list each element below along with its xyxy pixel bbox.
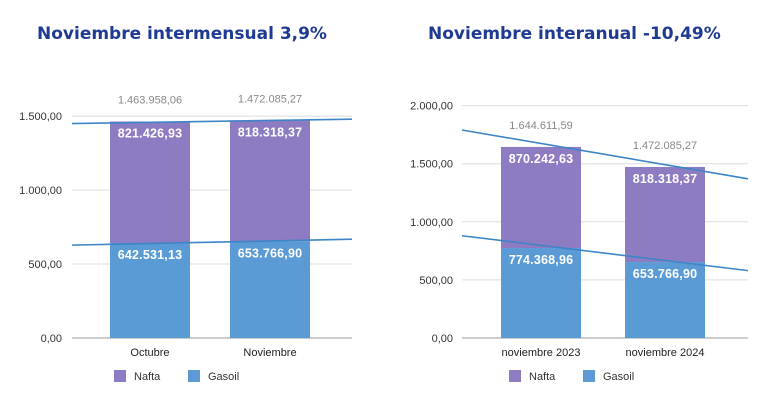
intermensual-y-tick-label: 1.000,00 — [19, 185, 62, 197]
intermensual-y-tick-label: 1.500,00 — [19, 111, 62, 123]
intermensual-y-tick-label: 500,00 — [28, 259, 62, 271]
interanual-y-tick-label: 0,00 — [432, 333, 453, 345]
interanual-legend-label-nafta: Nafta — [529, 371, 556, 383]
chart-title-interanual: Noviembre interanual -10,49% — [428, 24, 721, 44]
intermensual-trendline-nafta — [71, 118, 353, 125]
interanual-y-tick-label: 2.000,00 — [410, 101, 453, 113]
interanual-legend-label-gasoil: Gasoil — [603, 371, 634, 383]
interanual-total-label: 1.644.611,59 — [509, 120, 572, 132]
interanual-bar-nafta — [501, 146, 581, 249]
intermensual-nafta-value-label: 821.426,93 — [118, 127, 183, 141]
intermensual-legend-swatch-gasoil — [188, 370, 200, 382]
intermensual-total-label: 1.472.085,27 — [238, 93, 302, 105]
intermensual-bar-gasoil — [230, 241, 310, 338]
interanual-y-tick-label: 500,00 — [419, 275, 453, 287]
intermensual-gasoil-value-label: 653.766,90 — [238, 246, 303, 260]
intermensual-category-label: Noviembre — [243, 347, 296, 359]
interanual-gasoil-value-label: 774.368,96 — [509, 253, 574, 267]
interanual-bar-nafta — [625, 166, 705, 263]
intermensual-total-label: 1.463.958,06 — [118, 95, 182, 107]
interanual-total-label: 1.472.085,27 — [633, 140, 697, 152]
interanual-y-tick-label: 1.000,00 — [410, 217, 453, 229]
intermensual-bar-nafta — [110, 121, 190, 243]
interanual-category-label: noviembre 2023 — [502, 347, 581, 359]
intermensual-bar-gasoil — [110, 242, 190, 338]
interanual-trendline-gasoil — [461, 234, 749, 272]
intermensual-gasoil-value-label: 642.531,13 — [118, 248, 183, 262]
interanual-legend-swatch-nafta — [509, 370, 521, 382]
chart-title-intermensual: Noviembre intermensual 3,9% — [37, 24, 327, 44]
intermensual-legend-label-nafta: Nafta — [134, 371, 161, 383]
interanual-legend-swatch-gasoil — [583, 370, 595, 382]
intermensual-nafta-value-label: 818.318,37 — [238, 125, 303, 139]
intermensual-legend-label-gasoil: Gasoil — [208, 371, 239, 383]
intermensual-trendline-gasoil — [71, 238, 353, 246]
interanual-category-label: noviembre 2024 — [626, 347, 705, 359]
interanual-y-tick-label: 1.500,00 — [410, 159, 453, 171]
interanual-trendline-nafta — [461, 129, 749, 180]
intermensual-y-tick-label: 0,00 — [41, 333, 62, 345]
intermensual-legend-swatch-nafta — [114, 370, 126, 382]
interanual-bar-gasoil — [501, 248, 581, 338]
interanual-nafta-value-label: 870.242,63 — [509, 152, 574, 166]
interanual-bar-gasoil — [625, 262, 705, 338]
interanual-gasoil-value-label: 653.766,90 — [633, 267, 698, 281]
intermensual-category-label: Octubre — [130, 347, 169, 359]
interanual-nafta-value-label: 818.318,37 — [633, 172, 698, 186]
intermensual-bar-nafta — [230, 120, 310, 242]
